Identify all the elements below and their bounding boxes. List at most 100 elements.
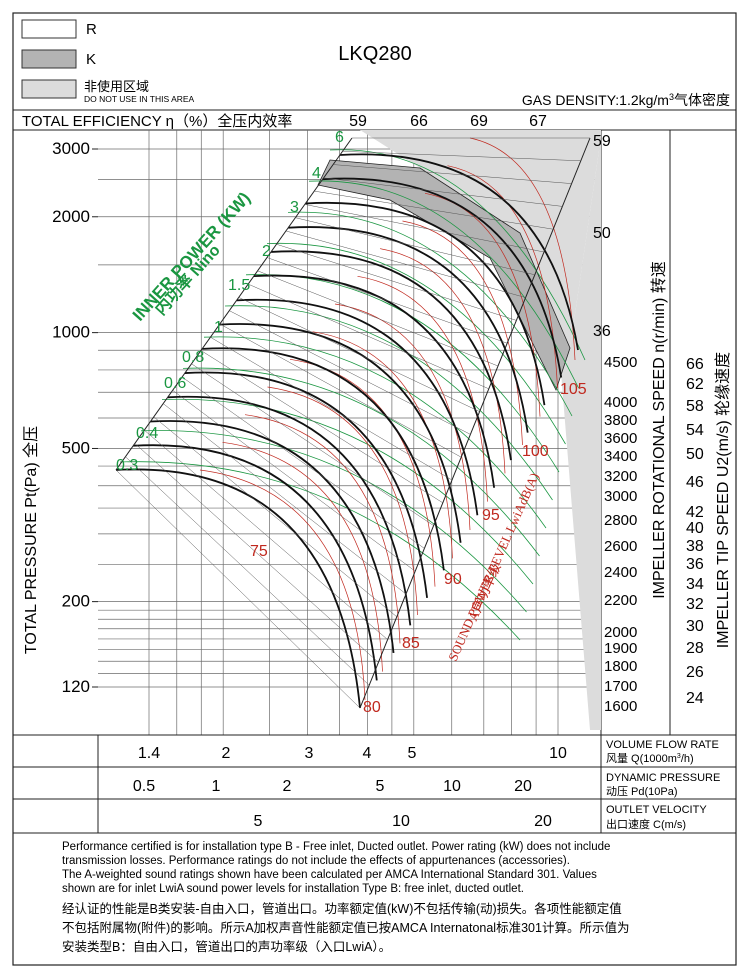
- diagonal-speed-line: [181, 376, 425, 549]
- sound-value-label: 100: [522, 443, 549, 460]
- sound-value-label: 75: [250, 543, 268, 560]
- efficiency-top-value: 59: [349, 113, 367, 130]
- tip-speed-tick: 42: [686, 504, 704, 521]
- power-value-label: 1: [214, 319, 223, 336]
- diagonal-speed-line: [163, 403, 407, 595]
- no-use-zone-right: [560, 137, 601, 730]
- tip-speed-tick: 62: [686, 376, 704, 393]
- note-cn-2: 不包括附属物(附件)的影响。所示A加权声音性能额定值已按AMCA Interna…: [62, 920, 629, 935]
- dynamic-pressure-tick: 5: [376, 778, 385, 795]
- legend-label-no-use-cn: 非使用区域: [84, 79, 149, 94]
- efficiency-top-value: 67: [529, 113, 547, 130]
- tip-speed-tick: 40: [686, 520, 704, 537]
- y-tick-label: 120: [62, 677, 90, 696]
- y-axis-label: TOTAL PRESSURE Pt(Pa) 全压: [22, 426, 40, 654]
- diagonal-speed-line: [219, 323, 462, 458]
- diagonal-speed-line: [153, 416, 397, 617]
- diagonal-speed-line: [144, 429, 388, 640]
- efficiency-right-value: 36: [593, 323, 611, 340]
- efficiency-right-value: 50: [593, 225, 611, 242]
- dynamic-pressure-tick: 20: [514, 778, 532, 795]
- speed-curve: [150, 420, 395, 654]
- tip-speed-tick: 26: [686, 664, 704, 681]
- legend-swatch-k: [21, 49, 77, 69]
- dynamic-pressure-label: DYNAMIC PRESSURE: [606, 772, 720, 784]
- efficiency-top-value: 66: [410, 113, 428, 130]
- tip-speed-tick: 32: [686, 596, 704, 613]
- speed-curve: [167, 395, 412, 626]
- y-tick-label: 1000: [52, 323, 90, 342]
- rotational-speed-tick: 1900: [604, 640, 637, 657]
- legend-label-k: K: [86, 51, 96, 68]
- power-label-en: INNER POWER (KW): [129, 188, 254, 324]
- y-tick-label: 500: [62, 438, 90, 457]
- sound-curve: [312, 331, 453, 559]
- rotational-speed-tick: 4500: [604, 354, 637, 371]
- legend-swatch-r: [21, 19, 77, 39]
- power-value-label: 0.8: [182, 349, 204, 366]
- outlet-velocity-label: OUTLET VELOCITY: [606, 804, 707, 816]
- rotational-speed-tick: 1600: [604, 698, 637, 715]
- diagonal-speed-line: [314, 190, 554, 230]
- diagonal-left-boundary: [115, 137, 353, 471]
- diagonal-speed-line: [238, 297, 480, 412]
- volume-flow-tick: 4: [363, 745, 372, 762]
- sound-value-label: 95: [482, 507, 500, 524]
- diagonal-speed-line: [134, 443, 379, 663]
- sound-value-label: 105: [560, 381, 587, 398]
- diagonal-speed-line: [285, 230, 526, 298]
- sound-value-label: 90: [444, 571, 462, 588]
- sound-curve: [199, 469, 366, 701]
- diagonal-speed-line: [266, 257, 508, 344]
- power-curve: [161, 398, 534, 585]
- diagonal-speed-line: [115, 469, 361, 709]
- tip-speed-tick: 24: [686, 690, 704, 707]
- diagonal-right-boundary: [359, 137, 591, 709]
- legend-label-r: R: [86, 21, 97, 38]
- power-value-labels: 0.3 0.4 0.6 0.8 1 1.5 2 34 6: [116, 129, 344, 474]
- diagonal-speed-line: [323, 177, 563, 207]
- rotational-speed-tick: 2800: [604, 512, 637, 529]
- rotational-speed-tick: 2400: [604, 564, 637, 581]
- outlet-velocity-tick: 5: [254, 813, 263, 830]
- efficiency-right-values: 59 50 36: [593, 133, 611, 340]
- power-curve: [182, 367, 540, 557]
- y-tick-label: 3000: [52, 139, 90, 158]
- model-title: LKQ280: [338, 43, 411, 65]
- tip-speed-tick: 38: [686, 538, 704, 555]
- efficiency-right-value: 59: [593, 133, 611, 150]
- volume-flow-tick: 10: [549, 745, 567, 762]
- rotational-speed-tick: 3600: [604, 430, 637, 447]
- outlet-velocity-tick: 10: [392, 813, 410, 830]
- power-curve: [329, 149, 586, 361]
- dynamic-pressure-tick: 2: [283, 778, 292, 795]
- diagonal-speed-line: [200, 350, 443, 504]
- speed-curve: [202, 347, 445, 571]
- power-value-label: 0.4: [136, 425, 158, 442]
- power-value-label: 3: [290, 199, 299, 216]
- volume-flow-tick: 2: [222, 745, 231, 762]
- power-value-label: 4: [312, 165, 321, 182]
- sheet-frame: [12, 12, 737, 966]
- power-value-label: 0.3: [116, 457, 138, 474]
- sound-value-labels: 75 80 85 90 95 100 105: [250, 381, 587, 716]
- diagonal-speed-line: [342, 151, 581, 162]
- sound-value-label: 85: [402, 635, 420, 652]
- sound-curve: [222, 441, 383, 672]
- tip-speed-tick: 66: [686, 356, 704, 373]
- y-axis-ticks: 120 200 500 1000 2000 3000: [52, 139, 98, 696]
- dynamic-pressure-label-cn: 动压 Pd(10Pa): [606, 785, 678, 798]
- power-curve: [308, 180, 579, 389]
- tip-speed-tick: 34: [686, 576, 704, 593]
- volume-flow-tick: 1.4: [138, 745, 160, 762]
- outlet-velocity-tick: 20: [534, 813, 552, 830]
- rotational-speed-tick: 4000: [604, 394, 637, 411]
- power-curve: [203, 336, 547, 529]
- efficiency-top-value: 69: [470, 113, 488, 130]
- sound-curve: [469, 137, 576, 361]
- volume-flow-tick: 5: [408, 745, 417, 762]
- speed-curve: [253, 274, 496, 488]
